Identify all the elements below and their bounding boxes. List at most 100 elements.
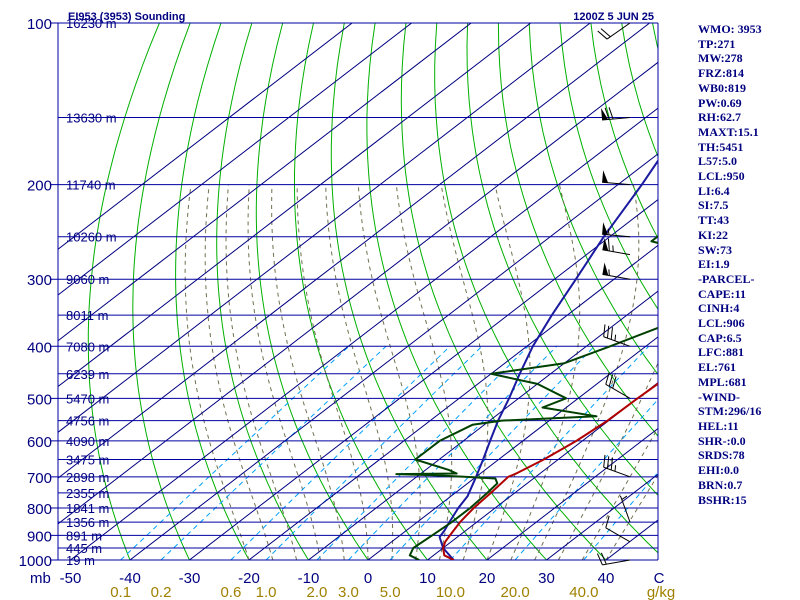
isotherm-line (58, 23, 591, 433)
wind-barb-feather (605, 515, 610, 528)
stat-item: SI:7.5 (698, 198, 729, 213)
temperature-unit-label: C (654, 570, 665, 587)
stat-item: LI:6.4 (698, 183, 730, 198)
height-label: 1841 m (66, 501, 109, 516)
wind-barb (605, 515, 631, 543)
stat-item: FRZ:814 (698, 66, 744, 81)
wind-barb-staff (603, 336, 631, 347)
height-label: 2355 m (66, 486, 109, 501)
wind-barb-flag (602, 237, 609, 251)
wind-barb-feather (608, 374, 614, 387)
stat-item: SW:73 (698, 242, 733, 257)
temperature-tick-label: 20 (479, 570, 496, 587)
stat-item: MPL:681 (698, 374, 747, 389)
temperature-tick-label: -20 (238, 570, 260, 587)
dry-adiabat-line (330, 23, 488, 560)
mixing-ratio-label: 2.0 (307, 584, 328, 600)
stat-item: MW:278 (698, 51, 743, 66)
height-label: 11740 m (66, 178, 116, 193)
wind-barb-staff (603, 466, 631, 478)
isotherm-line (69, 107, 658, 560)
dry-adiabat-line (87, 23, 160, 560)
stat-item: MAXT:15.1 (698, 124, 759, 139)
isotherm-line (58, 23, 472, 342)
wind-barb-half-feather (614, 334, 617, 341)
stat-item: STM:296/16 (698, 404, 762, 419)
temperature-tick-label: 10 (419, 570, 436, 587)
wind-barb-staff (619, 495, 631, 523)
wind-barb (603, 454, 631, 478)
stat-item: EHI:0.0 (698, 463, 740, 478)
wind-barb (601, 107, 631, 121)
wind-barb-staff (605, 383, 631, 399)
temperature-tick-label: -50 (60, 570, 82, 587)
wind-barb (602, 170, 631, 186)
dry-adiabat-line (294, 23, 429, 560)
moist-adiabat-line (225, 184, 298, 560)
mixing-ratio-label: 40.0 (569, 584, 598, 600)
isotherm-line (58, 61, 658, 525)
sounding-indices-panel: WMO: 3953 TP:271 MW:278 FRZ:814 WB0:819 PW:0.… (698, 22, 798, 507)
temperature-tick-label: 30 (538, 570, 555, 587)
stat-item: LFC:881 (698, 345, 744, 360)
height-label: 6239 m (66, 367, 109, 382)
isotherm-line (58, 23, 353, 250)
mixing-ratio-label: 0.2 (151, 584, 172, 600)
wind-barb-feather (604, 107, 610, 120)
wind-barb-feather (608, 107, 614, 120)
stat-item: L57:5.0 (698, 154, 737, 169)
wind-barb-flag (601, 108, 609, 121)
mixing-ratio-label: 1.0 (256, 584, 277, 600)
temperature-tick-label: -40 (119, 570, 141, 587)
pressure-tick-label: 100 (27, 16, 52, 33)
height-label: 445 m (66, 541, 102, 556)
height-label: 1356 m (66, 515, 109, 530)
mixing-ratio-label: 5.0 (380, 584, 401, 600)
wind-barb-flag (602, 262, 609, 276)
dry-adiabat-line (132, 23, 191, 560)
isotherm-line (545, 473, 658, 560)
stat-item: -PARCEL- (698, 271, 755, 286)
height-label: 891 m (66, 528, 102, 543)
temperature-tick-label: -10 (298, 570, 320, 587)
stat-item: TH:5451 (698, 139, 744, 154)
mixing-ratio-label: 0.6 (220, 584, 241, 600)
pressure-tick-label: 1000 (19, 553, 52, 570)
wind-barb-feather (607, 238, 610, 252)
moist-adiabat-line (204, 184, 274, 560)
moist-adiabat-line (486, 184, 531, 560)
wind-barb (603, 324, 631, 347)
wind-barb (605, 372, 631, 399)
mixing-ratio-label: 0.1 (110, 584, 131, 600)
stat-item: WB0:819 (698, 80, 746, 95)
dry-adiabat-line (559, 23, 658, 311)
wind-barb-feather (603, 324, 606, 337)
isotherm-line (58, 23, 413, 296)
dewpoint-trace (395, 234, 658, 560)
isotherm-line (486, 427, 658, 560)
height-label: 8011 m (66, 308, 108, 323)
stat-item: TT:43 (698, 213, 730, 228)
wind-barb (602, 222, 631, 238)
height-label: 4756 m (66, 414, 109, 429)
wind-barb (597, 22, 631, 40)
stat-item: HEL:11 (698, 418, 739, 433)
temperature-tick-label: 0 (364, 570, 372, 587)
stat-item: CAP:6.5 (698, 330, 742, 345)
stat-item: RH:62.7 (698, 110, 741, 125)
sounding-traces (395, 159, 658, 560)
isotherm-line (129, 153, 658, 560)
stat-item: WMO: 3953 (698, 22, 762, 36)
pressure-tick-label: 400 (27, 339, 52, 356)
isotherm-line (426, 382, 658, 560)
isotherm-line (188, 198, 658, 560)
wind-barb (596, 552, 631, 566)
height-label: 9060 m (66, 272, 109, 287)
stat-item: PW:0.69 (698, 95, 742, 110)
height-label: 5470 m (66, 391, 109, 406)
wind-barb-staff (602, 559, 631, 566)
temperature-tick-label: 40 (598, 570, 615, 587)
wind-barb-feather (605, 372, 610, 385)
